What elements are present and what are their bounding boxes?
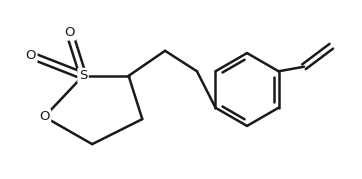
Text: O: O: [39, 110, 50, 123]
Text: S: S: [79, 69, 87, 82]
Text: O: O: [64, 26, 75, 39]
Text: O: O: [25, 49, 36, 62]
